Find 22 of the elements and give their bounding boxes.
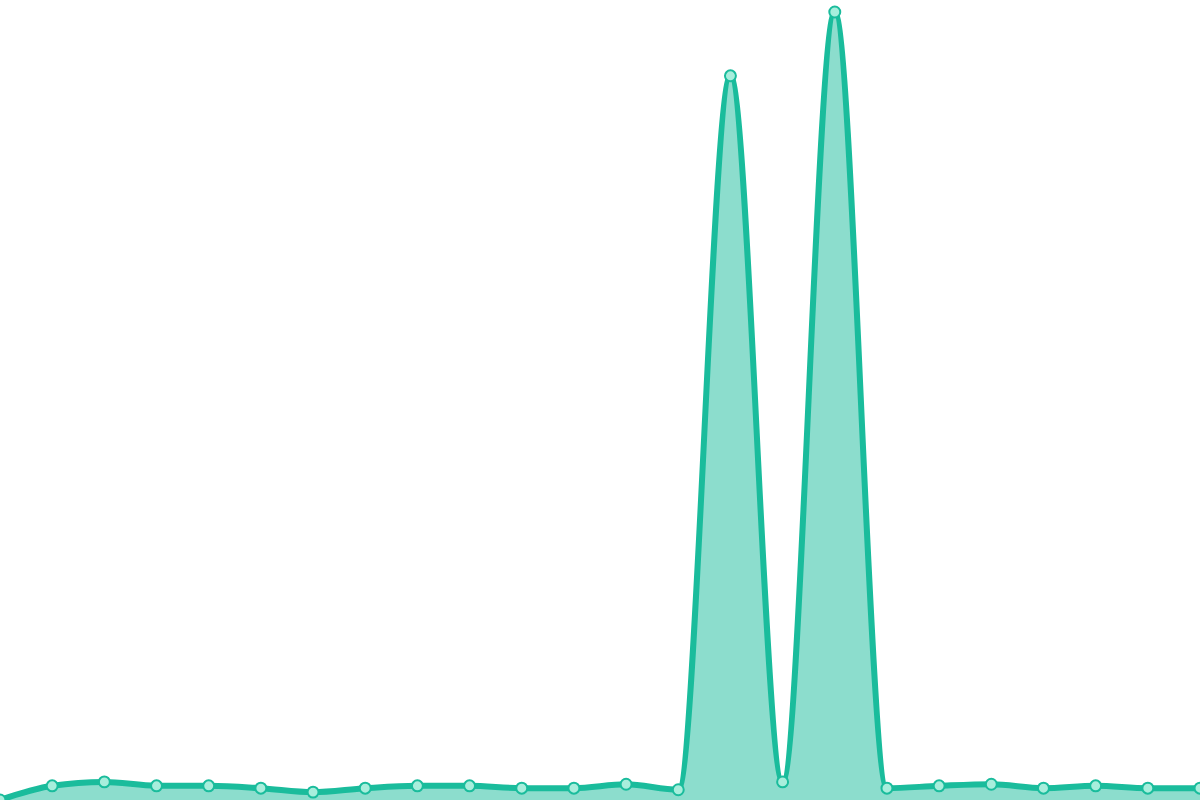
point <box>515 781 529 795</box>
point <box>97 775 111 789</box>
point <box>1141 781 1155 795</box>
point <box>880 781 894 795</box>
point <box>671 783 685 797</box>
point <box>932 779 946 793</box>
point <box>410 779 424 793</box>
point <box>828 5 842 19</box>
point <box>254 781 268 795</box>
point <box>619 777 633 791</box>
point <box>776 775 790 789</box>
point <box>1089 779 1103 793</box>
point <box>45 779 59 793</box>
point <box>358 781 372 795</box>
point <box>306 785 320 799</box>
point <box>984 777 998 791</box>
point <box>567 781 581 795</box>
point <box>1037 781 1050 795</box>
point <box>463 779 477 793</box>
point <box>723 69 737 83</box>
point <box>202 779 216 793</box>
point <box>150 779 163 793</box>
